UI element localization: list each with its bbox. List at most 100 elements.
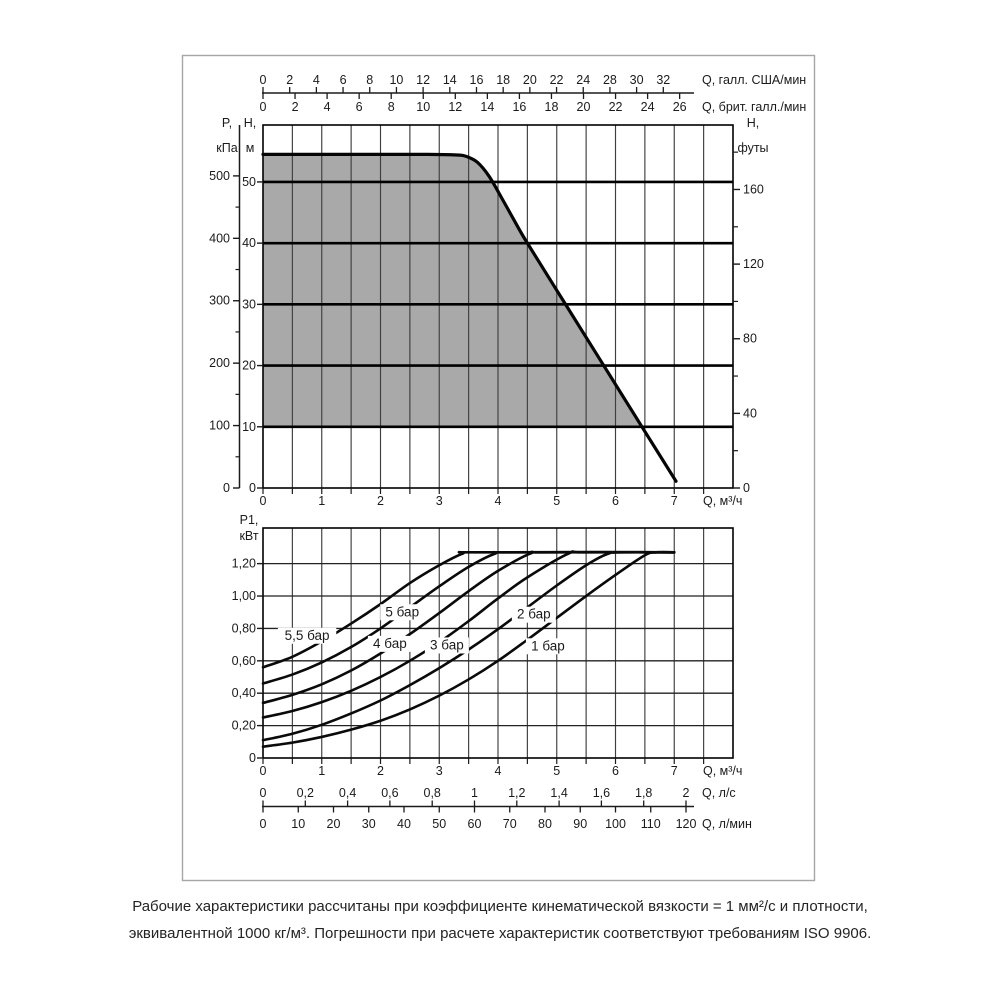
us-gpm-axis-title: Q, галл. США/мин	[702, 73, 806, 87]
tick-label: 100	[605, 817, 626, 831]
tick-label: 120	[743, 257, 764, 271]
tick-label: 5	[553, 764, 560, 778]
pressure-axis: 0 100 200 300 400 500 P, кПа	[209, 116, 241, 495]
tick-label: 2	[292, 100, 299, 114]
curve-label-4-бар: 4 бар	[373, 636, 407, 651]
tick-label: 500	[209, 169, 230, 183]
tick-label: 100	[209, 419, 230, 433]
tick-label: 24	[576, 73, 590, 87]
curve-5-бар	[261, 550, 676, 685]
power-x-axis-title: Q, м³/ч	[703, 764, 742, 778]
tick-label: 8	[366, 73, 373, 87]
tick-label: 16	[512, 100, 526, 114]
curve-label-halo	[511, 606, 556, 623]
tick-label: 7	[671, 494, 678, 508]
tick-label: 90	[573, 817, 587, 831]
tick-label: 5	[553, 494, 560, 508]
feet-axis: 0 40 80 120 160 H, футы	[733, 116, 769, 495]
tick-label: 200	[209, 356, 230, 370]
feet-axis-title: футы	[737, 141, 768, 155]
tick-label: 120	[676, 817, 697, 831]
tick-label: 1,00	[232, 589, 256, 603]
tick-label: 0	[223, 481, 230, 495]
tick-label: 1,6	[593, 786, 610, 800]
tick-label: 400	[209, 231, 230, 245]
tick-label: 110	[641, 817, 661, 831]
tick-label: 80	[743, 332, 757, 346]
tick-label: 28	[603, 73, 617, 87]
curve-5-5-бар	[261, 550, 676, 669]
tick-label: 60	[468, 817, 482, 831]
tick-label: 0	[260, 764, 267, 778]
tick-label: 10	[242, 420, 256, 434]
curve-label-halo	[525, 638, 570, 655]
head-chart-grid	[263, 125, 733, 488]
tick-label: 0	[260, 100, 267, 114]
tick-label: 1	[318, 494, 325, 508]
tick-label: 40	[397, 817, 411, 831]
curve-label-halo	[424, 637, 469, 654]
tick-label: 3	[436, 494, 443, 508]
tick-label: 20	[327, 817, 341, 831]
tick-label: 1,2	[508, 786, 525, 800]
tick-label: 40	[242, 236, 256, 250]
tick-label: 18	[545, 100, 559, 114]
tick-label: 4	[495, 494, 502, 508]
head-flow-chart: 0 1 2 3 4 5 6 7 Q, м³/ч01020304050H,м01002003004…	[209, 73, 806, 508]
curve-label-3-бар: 3 бар	[430, 637, 464, 652]
tick-label: 10	[416, 100, 430, 114]
tick-label: 2	[286, 73, 293, 87]
tick-label: 6	[612, 494, 619, 508]
footer-note: Рабочие характеристики рассчитаны при ко…	[0, 893, 1000, 947]
tick-label: 18	[496, 73, 510, 87]
feet-axis-title: H,	[747, 116, 760, 130]
tick-label: 80	[538, 817, 552, 831]
curve-label-5-бар: 5 бар	[385, 604, 419, 619]
tick-label: 1	[318, 764, 325, 778]
ls-axis-title: Q, л/с	[702, 786, 736, 800]
tick-label: 0,80	[232, 621, 256, 635]
tick-label: 26	[673, 100, 687, 114]
tick-label: 8	[388, 100, 395, 114]
tick-label: 0	[743, 481, 750, 495]
tick-label: 0,4	[339, 786, 356, 800]
tick-label: 6	[356, 100, 363, 114]
tick-label: 14	[443, 73, 457, 87]
lmin-axis-title: Q, л/мин	[702, 817, 752, 831]
pressure-axis-title: P,	[222, 116, 232, 130]
head-y-axis-title: H,	[244, 116, 257, 130]
tick-label: 14	[480, 100, 494, 114]
tick-label: 0,8	[424, 786, 441, 800]
tick-label: 50	[242, 175, 256, 189]
curve-label-halo	[367, 635, 412, 652]
head-x-axis: 0 1 2 3 4 5 6 7 Q, м³/ч	[260, 488, 742, 508]
tick-label: 1	[471, 786, 478, 800]
tick-label: 22	[550, 73, 564, 87]
tick-label: 0	[249, 751, 256, 765]
tick-label: 6	[340, 73, 347, 87]
power-x-axis: 0 1 2 3 4 5 6 7 Q, м³/ч	[260, 758, 742, 778]
curve-label-2-бар: 2 бар	[517, 607, 551, 622]
tick-label: 22	[609, 100, 623, 114]
tick-label: 70	[503, 817, 517, 831]
tick-label: 6	[612, 764, 619, 778]
tick-label: 4	[324, 100, 331, 114]
tick-label: 20	[242, 359, 256, 373]
tick-label: 0	[260, 494, 267, 508]
tick-label: 30	[362, 817, 376, 831]
tick-label: 2	[377, 494, 384, 508]
tick-label: 4	[495, 764, 502, 778]
pressure-axis-title: кПа	[216, 141, 237, 155]
tick-label: 0,20	[232, 719, 256, 733]
tick-label: 30	[630, 73, 644, 87]
footer-line-1: Рабочие характеристики рассчитаны при ко…	[132, 898, 868, 915]
gallons-axis: 0 2 4 6 8 10 12 14 16 18 20 22 24 28 30 32 Q, галл. США/…	[260, 73, 807, 114]
tick-label: 3	[436, 764, 443, 778]
tick-label: 1,4	[550, 786, 567, 800]
tick-label: 2	[377, 764, 384, 778]
tick-label: 0,40	[232, 686, 256, 700]
tick-label: 0	[260, 786, 267, 800]
